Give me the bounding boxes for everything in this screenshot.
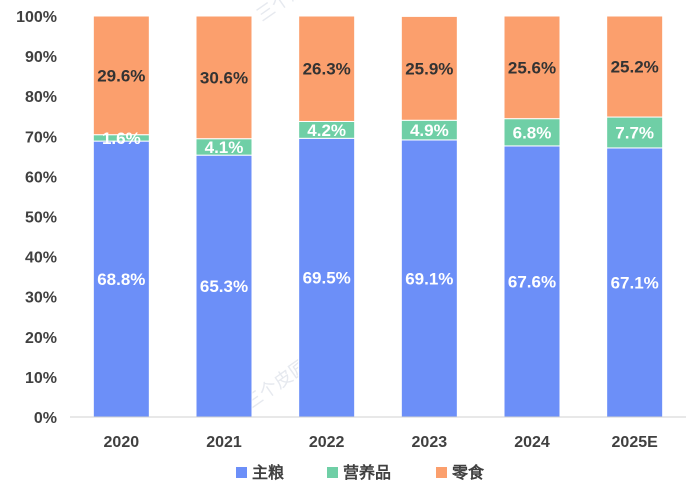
y-tick-label: 30% — [25, 290, 57, 307]
data-label: 6.8% — [513, 123, 552, 142]
data-label: 4.1% — [205, 138, 244, 157]
data-labels: 68.8% 1.6% 29.6% 65.3% 4.1% 30.6% 69.5% 4.2% 26.… — [97, 58, 659, 297]
bar-segment — [503, 145, 561, 418]
bar-segment — [195, 15, 253, 140]
data-label: 26.3% — [303, 60, 351, 79]
data-label: 25.6% — [508, 58, 556, 77]
data-label: 4.9% — [410, 121, 449, 140]
bar-segment — [400, 139, 458, 418]
bar-segment — [503, 118, 561, 147]
y-tick-label: 0% — [34, 410, 57, 427]
data-label: 30.6% — [200, 68, 248, 87]
y-tick-label: 80% — [25, 89, 57, 106]
y-tick-label: 10% — [25, 370, 57, 387]
bar-segment — [195, 154, 253, 418]
bar-segment — [92, 15, 150, 136]
x-axis: 2020 2021 2022 2023 2024 2025E — [104, 434, 659, 451]
data-label: 29.6% — [97, 66, 145, 85]
bar-segment — [503, 15, 561, 120]
legend-swatch — [236, 467, 247, 478]
legend: 主粮 营养品 零食 — [236, 463, 485, 482]
data-label: 67.1% — [611, 273, 659, 292]
data-label: 7.7% — [615, 123, 654, 142]
legend-swatch — [436, 467, 447, 478]
bar-segment — [298, 137, 356, 418]
x-tick-label: 2020 — [104, 434, 140, 451]
data-label: 67.6% — [508, 272, 556, 291]
y-tick-label: 40% — [25, 250, 57, 267]
bars — [92, 15, 664, 418]
y-tick-label: 70% — [25, 129, 57, 146]
data-label: 69.5% — [303, 269, 351, 288]
y-tick-label: 60% — [25, 169, 57, 186]
data-label: 4.2% — [307, 121, 346, 140]
y-tick-label: 20% — [25, 330, 57, 347]
y-tick-label: 100% — [16, 9, 57, 26]
legend-swatch — [327, 467, 338, 478]
legend-label: 主粮 — [252, 463, 284, 482]
data-label: 65.3% — [200, 277, 248, 296]
x-tick-label: 2021 — [206, 434, 242, 451]
x-tick-label: 2023 — [412, 434, 448, 451]
legend-label: 零食 — [451, 463, 485, 482]
bar-segment — [606, 15, 664, 118]
data-label: 69.1% — [405, 269, 453, 288]
x-tick-label: 2022 — [309, 434, 345, 451]
y-tick-label: 50% — [25, 210, 57, 227]
data-label: 68.8% — [97, 270, 145, 289]
data-label: 25.2% — [611, 58, 659, 77]
y-axis: 0% 10% 20% 30% 40% 50% 60% 70% 80% 90% 100% — [16, 9, 57, 427]
data-label: 1.6% — [102, 129, 141, 148]
bar-segment — [400, 15, 458, 121]
x-tick-label: 2024 — [514, 434, 550, 451]
data-label: 25.9% — [405, 59, 453, 78]
legend-label: 营养品 — [343, 463, 391, 482]
x-tick-label: 2025E — [612, 434, 659, 451]
y-tick-label: 90% — [25, 49, 57, 66]
bar-segment — [298, 15, 356, 122]
